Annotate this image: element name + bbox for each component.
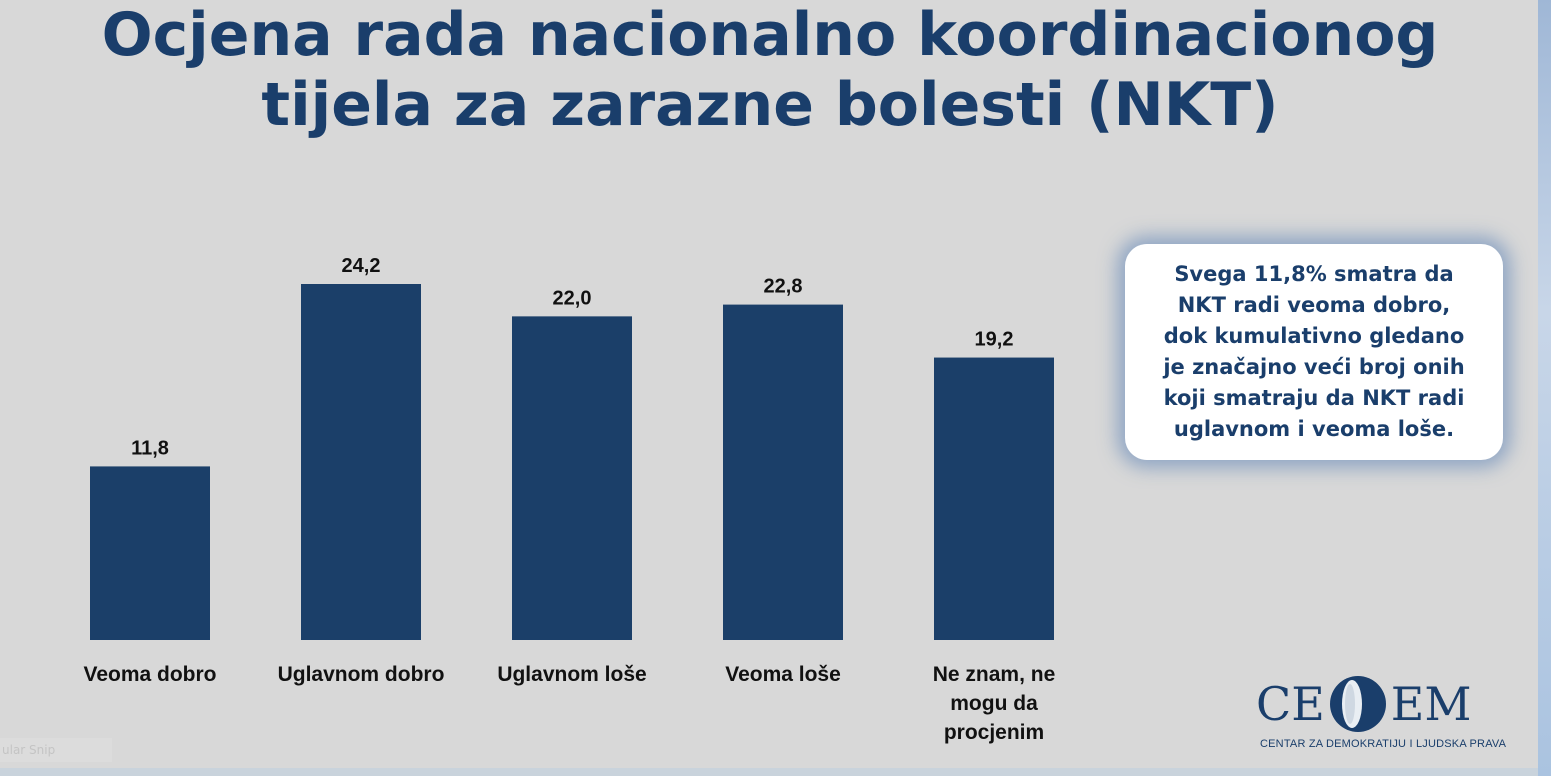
logo-mark: CE EM xyxy=(1256,672,1508,736)
window-edge xyxy=(1538,0,1551,776)
chart-title-line-2: tijela za zarazne bolesti (NKT) xyxy=(261,70,1279,140)
bar-1 xyxy=(90,466,210,640)
logo-subtitle: CENTAR ZA DEMOKRATIJU I LJUDSKA PRAVA xyxy=(1260,738,1507,750)
data-label-5: 19,2 xyxy=(975,329,1014,351)
category-label-5-line-3: procjenim xyxy=(944,721,1044,744)
window-bottom-edge xyxy=(0,768,1538,776)
logo-letters-right: EM xyxy=(1390,677,1472,731)
callout-text: Svega 11,8% smatra da NKT radi veoma dob… xyxy=(1163,262,1465,441)
chart-title-line-1: Ocjena rada nacionalno koordinacionog xyxy=(101,0,1439,70)
bar-2 xyxy=(301,284,421,640)
category-label-1: Veoma dobro xyxy=(83,663,216,686)
chart-title: Ocjena rada nacionalno koordinacionog ti… xyxy=(40,0,1500,140)
category-label-4: Veoma loše xyxy=(725,663,841,686)
bar-4 xyxy=(723,304,843,640)
category-label-5-line-2: mogu da xyxy=(950,692,1038,715)
snip-tool-label[interactable]: ular Snip xyxy=(0,738,112,762)
cedem-logo: CE EM CENTAR ZA DEMOKRATIJU I LJUDSKA PR… xyxy=(1256,672,1508,762)
bar-5 xyxy=(934,357,1054,640)
category-label-2: Uglavnom dobro xyxy=(278,663,445,686)
data-label-4: 22,8 xyxy=(764,276,803,298)
logo-disc-icon xyxy=(1329,676,1386,732)
category-label-5-line-1: Ne znam, ne xyxy=(933,663,1056,686)
data-label-1: 11,8 xyxy=(131,437,169,459)
data-label-3: 22,0 xyxy=(553,287,592,309)
logo-letters-left: CE xyxy=(1256,677,1325,731)
data-label-2: 24,2 xyxy=(342,255,381,277)
callout-box: Svega 11,8% smatra da NKT radi veoma dob… xyxy=(1125,244,1503,460)
bar-chart: 11,8 Veoma dobro 24,2 Uglavnom dobro 22,0 Ugl… xyxy=(83,255,1056,744)
bar-3 xyxy=(512,316,632,640)
category-label-3: Uglavnom loše xyxy=(497,663,646,686)
